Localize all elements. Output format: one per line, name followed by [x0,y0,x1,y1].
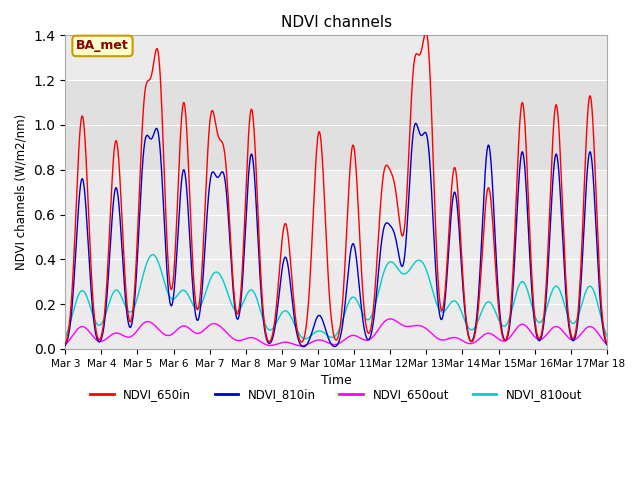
Bar [65,80,607,170]
Legend: NDVI_650in, NDVI_810in, NDVI_650out, NDVI_810out: NDVI_650in, NDVI_810in, NDVI_650out, NDV… [85,384,587,406]
X-axis label: Time: Time [321,374,351,387]
Y-axis label: NDVI channels (W/m2/nm): NDVI channels (W/m2/nm) [15,114,28,270]
Title: NDVI channels: NDVI channels [280,15,392,30]
Text: BA_met: BA_met [76,39,129,52]
